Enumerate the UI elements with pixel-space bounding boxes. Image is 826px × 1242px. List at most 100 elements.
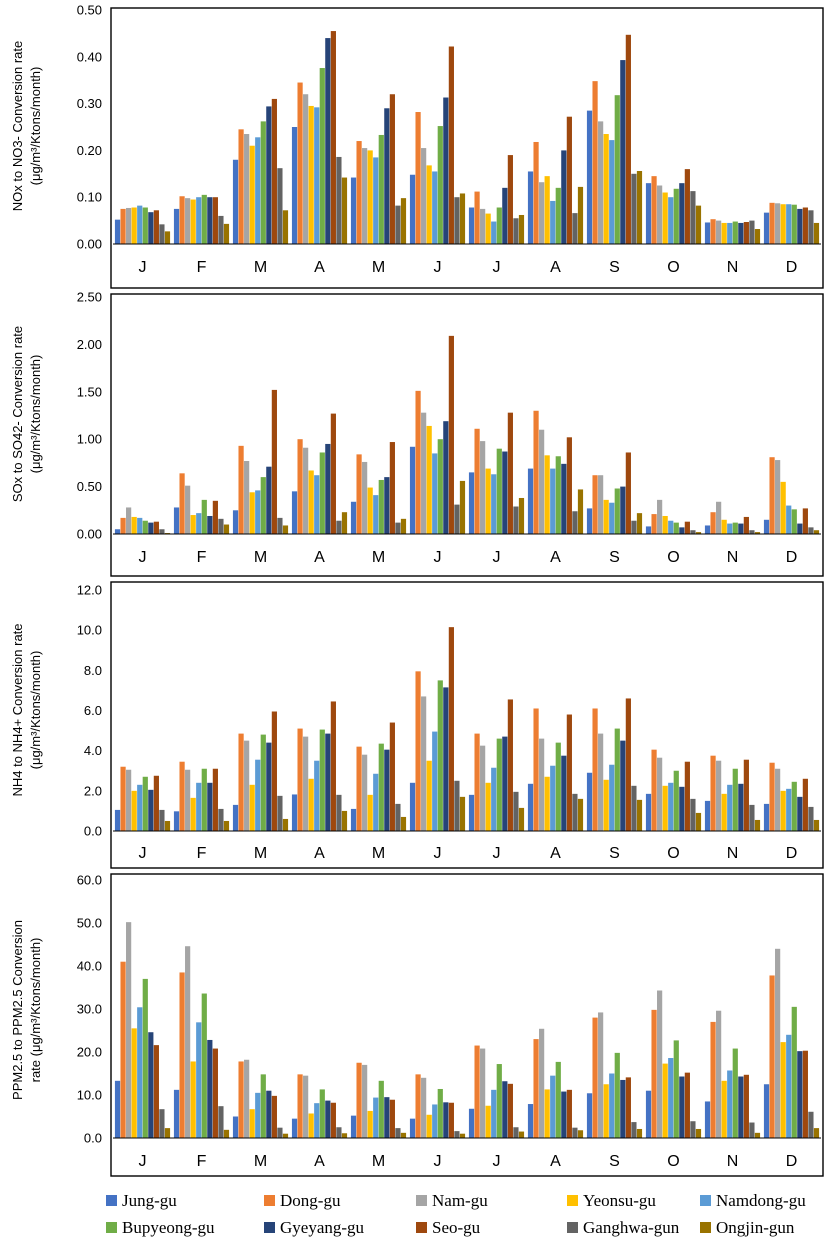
bar-ongjin-gun bbox=[577, 186, 584, 244]
bar-gyeyang-gu bbox=[679, 1076, 685, 1138]
y-tick-label: 0.0 bbox=[84, 824, 102, 839]
y-tick-label: 0.00 bbox=[77, 237, 102, 252]
bar-dong-gu bbox=[769, 457, 775, 534]
bar-dong-gu bbox=[297, 82, 303, 244]
x-tick-label: J bbox=[493, 1153, 501, 1170]
bar-ganghwa-gun bbox=[572, 511, 578, 534]
bar-ongjin-gun bbox=[695, 532, 702, 534]
bar-seo-gu bbox=[743, 1074, 749, 1138]
bar-jung-gu bbox=[645, 793, 652, 831]
bar-gyeyang-gu bbox=[443, 421, 449, 534]
bar-gyeyang-gu bbox=[148, 212, 154, 244]
x-tick-label: A bbox=[314, 1153, 325, 1170]
bar-bupyeong-gu bbox=[555, 742, 561, 831]
bar-dong-gu bbox=[120, 766, 126, 831]
bar-ongjin-gun bbox=[518, 214, 525, 244]
x-tick-label: N bbox=[727, 1153, 739, 1170]
bar-jung-gu bbox=[173, 1089, 180, 1138]
bar-nam-gu bbox=[775, 948, 781, 1138]
bar-gyeyang-gu bbox=[325, 733, 331, 831]
bar-namdong-gu bbox=[255, 1092, 261, 1138]
bar-jung-gu bbox=[350, 177, 357, 244]
x-tick-label: M bbox=[254, 259, 267, 276]
x-tick-label: S bbox=[609, 1153, 620, 1170]
bar-namdong-gu bbox=[550, 200, 556, 244]
x-tick-label: J bbox=[139, 259, 147, 276]
bar-namdong-gu bbox=[491, 1089, 497, 1138]
x-tick-label: O bbox=[667, 549, 679, 566]
bar-nam-gu bbox=[303, 447, 309, 534]
bar-yeonsu-gu bbox=[190, 515, 196, 534]
legend-swatch bbox=[106, 1222, 117, 1233]
y-tick-label: 0.40 bbox=[77, 49, 102, 64]
bar-yeonsu-gu bbox=[780, 204, 786, 244]
bar-ganghwa-gun bbox=[572, 793, 578, 831]
x-tick-label: D bbox=[786, 549, 798, 566]
bar-dong-gu bbox=[651, 514, 657, 534]
bar-gyeyang-gu bbox=[738, 783, 744, 831]
bar-ganghwa-gun bbox=[749, 1122, 755, 1138]
bar-ganghwa-gun bbox=[159, 529, 165, 534]
legend-label: Ganghwa-gun bbox=[583, 1218, 680, 1237]
bar-dong-gu bbox=[710, 219, 716, 244]
bar-ongjin-gun bbox=[400, 1132, 407, 1138]
y-tick-label: 4.0 bbox=[84, 743, 102, 758]
bar-dong-gu bbox=[120, 517, 126, 534]
bar-seo-gu bbox=[389, 442, 395, 534]
bar-bupyeong-gu bbox=[791, 509, 797, 534]
bar-bupyeong-gu bbox=[673, 770, 679, 831]
bar-bupyeong-gu bbox=[260, 734, 266, 831]
bar-yeonsu-gu bbox=[426, 425, 432, 534]
bar-gyeyang-gu bbox=[325, 1100, 331, 1138]
bar-ongjin-gun bbox=[754, 229, 761, 244]
bar-ganghwa-gun bbox=[572, 1127, 578, 1138]
bar-yeonsu-gu bbox=[131, 1028, 137, 1138]
y-ticks: 0.0 2.0 4.0 6.0 8.0 10.0 12.0 bbox=[77, 583, 102, 839]
bar-ongjin-gun bbox=[754, 819, 761, 831]
panel-frame bbox=[110, 7, 824, 289]
bar-nam-gu bbox=[126, 922, 132, 1138]
bar-yeonsu-gu bbox=[485, 782, 491, 831]
bar-dong-gu bbox=[179, 473, 185, 534]
bar-dong-gu bbox=[120, 208, 126, 244]
bar-dong-gu bbox=[415, 390, 421, 534]
bar-seo-gu bbox=[153, 210, 159, 244]
bar-ongjin-gun bbox=[282, 818, 289, 831]
bar-nam-gu bbox=[244, 134, 250, 244]
bar-nam-gu bbox=[421, 696, 427, 831]
y-tick-label: 0.50 bbox=[77, 479, 102, 494]
y-axis-unit: (μg/m³/Ktons/month) bbox=[28, 355, 43, 474]
y-tick-label: 20.0 bbox=[77, 1045, 102, 1060]
bar-yeonsu-gu bbox=[308, 105, 314, 244]
bar-jung-gu bbox=[704, 222, 711, 244]
bar-ganghwa-gun bbox=[395, 522, 401, 534]
x-tick-label: O bbox=[667, 1153, 679, 1170]
bar-namdong-gu bbox=[550, 468, 556, 534]
bar-yeonsu-gu bbox=[662, 1063, 668, 1138]
bar-seo-gu bbox=[389, 94, 395, 245]
bar-namdong-gu bbox=[550, 1075, 556, 1138]
bar-ganghwa-gun bbox=[336, 794, 342, 831]
bar-bupyeong-gu bbox=[437, 1088, 443, 1138]
bar-gyeyang-gu bbox=[502, 1081, 508, 1138]
bar-ongjin-gun bbox=[695, 1128, 702, 1138]
bar-gyeyang-gu bbox=[797, 208, 803, 244]
bar-jung-gu bbox=[350, 808, 357, 831]
bar-nam-gu bbox=[185, 485, 191, 534]
x-tick-label: J bbox=[493, 845, 501, 862]
bar-namdong-gu bbox=[727, 784, 733, 831]
bar-namdong-gu bbox=[432, 1104, 438, 1138]
bar-ganghwa-gun bbox=[690, 191, 696, 244]
bar-jung-gu bbox=[468, 1108, 475, 1138]
bar-bupyeong-gu bbox=[791, 1006, 797, 1138]
bar-dong-gu bbox=[533, 708, 539, 831]
bar-seo-gu bbox=[153, 1045, 159, 1138]
bar-namdong-gu bbox=[786, 505, 792, 534]
bar-jung-gu bbox=[350, 501, 357, 534]
bar-nam-gu bbox=[185, 946, 191, 1138]
bar-nam-gu bbox=[598, 733, 604, 831]
x-tick-label: J bbox=[139, 1153, 147, 1170]
bar-jung-gu bbox=[527, 1104, 534, 1138]
bar-ganghwa-gun bbox=[631, 1122, 637, 1138]
